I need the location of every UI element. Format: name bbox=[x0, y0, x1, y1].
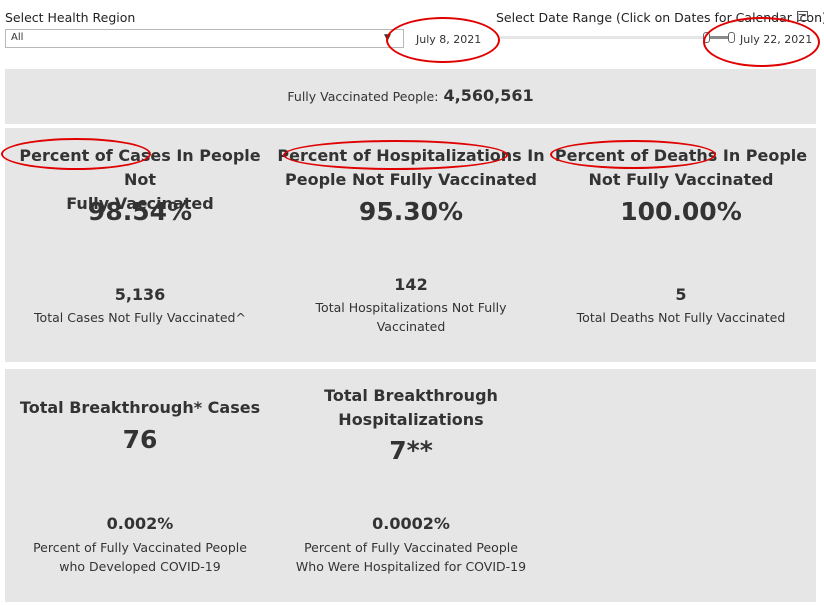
deaths-count: 5 bbox=[675, 285, 687, 304]
fully-vaccinated-panel bbox=[5, 69, 816, 124]
calendar-icon[interactable] bbox=[797, 11, 808, 21]
breakthrough-hospitalizations-value: 7** bbox=[389, 436, 433, 465]
breakthrough-hospitalizations-percent: 0.0002% bbox=[372, 514, 450, 533]
hospitalizations-annotation-ellipse bbox=[283, 140, 508, 170]
hospitalizations-caption: Total Hospitalizations Not Fully Vaccina… bbox=[315, 300, 507, 334]
deaths-percent: 100.00% bbox=[620, 197, 742, 226]
cases-caption: Total Cases Not Fully Vaccinated^ bbox=[34, 310, 246, 325]
end-date-annotation-ellipse bbox=[703, 17, 820, 67]
cases-percent: 98.54% bbox=[87, 197, 193, 226]
breakthrough-cases-title: Total Breakthrough* Cases bbox=[19, 398, 261, 417]
region-filter-label: Select Health Region bbox=[5, 10, 136, 25]
breakthrough-cases-caption: Percent of Fully Vaccinated People who D… bbox=[33, 540, 247, 574]
fully-vaccinated-value: 4,560,561 bbox=[443, 86, 534, 105]
deaths-annotation-ellipse bbox=[550, 140, 716, 169]
cases-annotation-ellipse bbox=[1, 138, 151, 170]
deaths-caption: Total Deaths Not Fully Vaccinated bbox=[576, 310, 786, 325]
date-range-slider-track[interactable] bbox=[500, 36, 705, 39]
breakthrough-cases-value: 76 bbox=[122, 425, 158, 454]
cases-count: 5,136 bbox=[114, 285, 166, 304]
fully-vaccinated-label: Fully Vaccinated People: bbox=[287, 89, 439, 104]
breakthrough-hospitalizations-title: Total Breakthrough Hospitalizations bbox=[324, 386, 498, 429]
fully-vaccinated-summary: Fully Vaccinated People: 4,560,561 bbox=[5, 86, 816, 106]
hospitalizations-count: 142 bbox=[394, 275, 428, 294]
breakthrough-cases-percent: 0.002% bbox=[106, 514, 174, 533]
breakthrough-panel bbox=[5, 369, 816, 602]
hospitalizations-percent: 95.30% bbox=[358, 197, 464, 226]
breakthrough-hospitalizations-caption: Percent of Fully Vaccinated People Who W… bbox=[295, 540, 527, 574]
region-select[interactable]: All bbox=[5, 29, 404, 48]
start-date-annotation-ellipse bbox=[386, 17, 500, 63]
